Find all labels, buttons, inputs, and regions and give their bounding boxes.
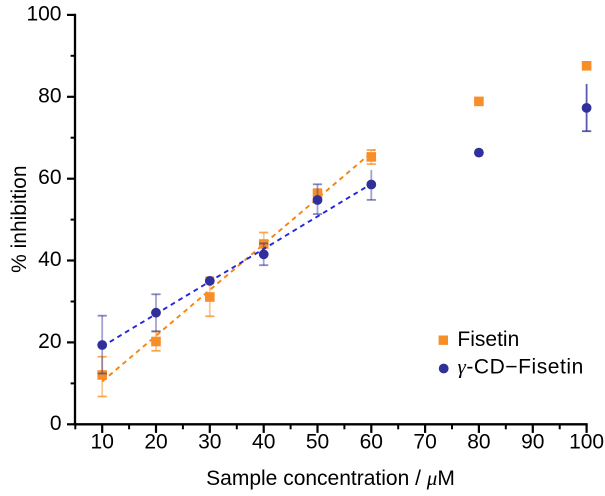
svg-text:70: 70 — [413, 431, 436, 454]
svg-text:Fisetin: Fisetin — [457, 328, 519, 351]
svg-text:40: 40 — [252, 431, 275, 454]
svg-text:% inhibition: % inhibition — [8, 165, 31, 272]
svg-text:50: 50 — [306, 431, 329, 454]
svg-text:20: 20 — [144, 431, 167, 454]
svg-text:30: 30 — [198, 431, 221, 454]
svg-text:Sample concentration / μM: Sample concentration / μM — [206, 466, 455, 490]
svg-text:γ-CD−Fisetin: γ-CD−Fisetin — [458, 355, 584, 379]
svg-text:90: 90 — [521, 431, 544, 454]
svg-text:20: 20 — [38, 330, 61, 353]
svg-text:60: 60 — [360, 431, 383, 454]
svg-text:40: 40 — [38, 248, 61, 271]
svg-text:100: 100 — [26, 2, 61, 25]
svg-text:60: 60 — [38, 166, 61, 189]
svg-text:0: 0 — [50, 412, 62, 435]
svg-text:100: 100 — [569, 431, 604, 454]
svg-text:80: 80 — [467, 431, 490, 454]
svg-text:80: 80 — [38, 84, 61, 107]
svg-text:10: 10 — [91, 431, 114, 454]
